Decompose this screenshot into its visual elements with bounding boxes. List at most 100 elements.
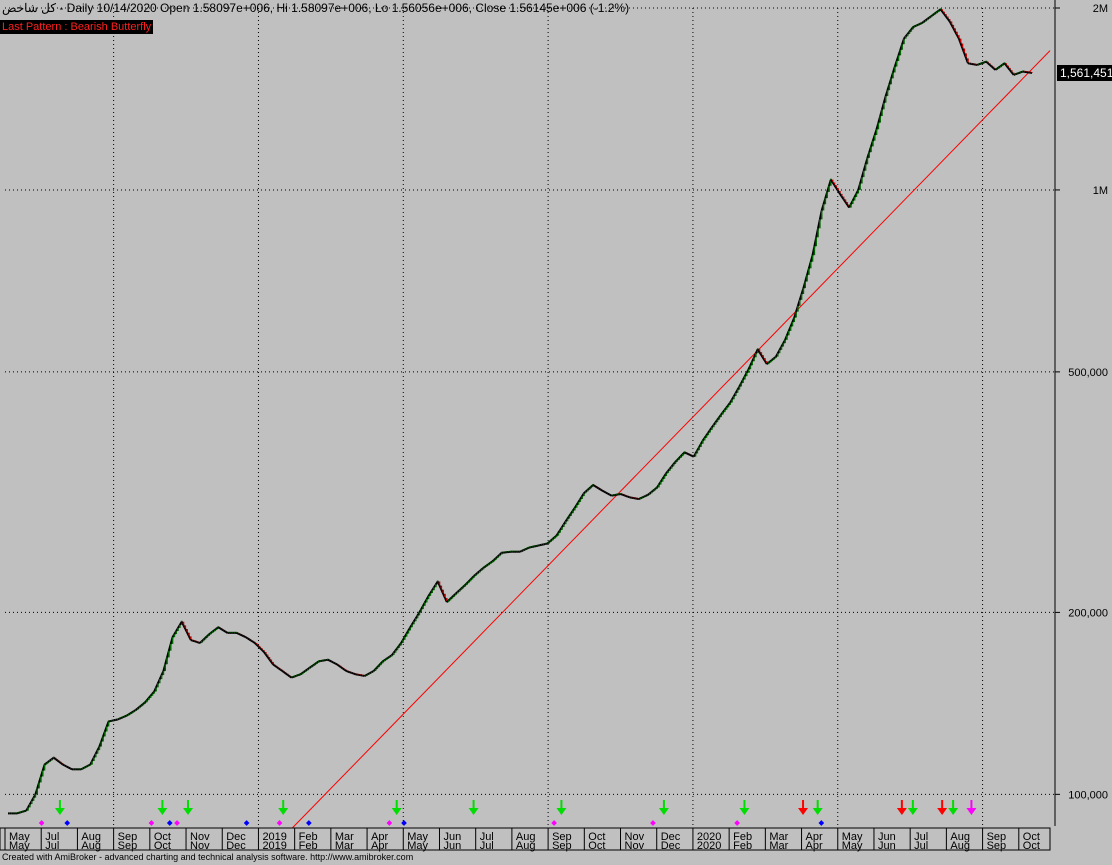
signal-dot	[64, 820, 71, 826]
price-segment	[687, 453, 691, 456]
price-segment	[58, 761, 62, 765]
price-segment	[685, 452, 689, 455]
y-axis: 100,000 200,000 500,000 1M 2M	[1054, 0, 1108, 826]
x-tick-label: Aug	[516, 831, 536, 843]
price-segment	[956, 34, 960, 40]
price-segment	[56, 759, 60, 763]
price-segment	[950, 24, 955, 29]
price-segment	[329, 659, 333, 663]
x-tick-label: Nov	[190, 831, 210, 843]
price-segment	[64, 764, 67, 768]
price-segment	[342, 667, 346, 671]
x-tick-label-repeat: Jul	[480, 840, 494, 852]
price-segment	[839, 193, 843, 198]
x-tick-label: Mar	[769, 831, 788, 843]
price-segment	[331, 660, 334, 664]
price-segment	[243, 635, 247, 639]
x-tick-label: Nov	[625, 831, 645, 843]
price-segment	[252, 640, 256, 644]
signal-arrow-head	[812, 808, 823, 815]
price-segment	[263, 651, 267, 656]
chart-header: كل شاخص - Daily 10/14/2020 Open 1.58097e…	[2, 1, 629, 15]
signal-dot	[401, 820, 407, 826]
price-segment	[347, 670, 351, 674]
x-tick-label-repeat: Mar	[769, 840, 788, 852]
price-segment	[609, 493, 612, 497]
price-segment	[248, 638, 252, 642]
price-segment	[760, 354, 765, 359]
price-segment	[276, 666, 280, 670]
x-axis-band	[0, 827, 1051, 851]
signal-arrow-head	[183, 808, 194, 815]
price-segment	[349, 671, 353, 674]
price-segment	[351, 672, 354, 675]
price-segment	[333, 661, 336, 665]
price-segment	[53, 756, 57, 760]
price-segment	[188, 635, 192, 641]
price-segment	[627, 495, 631, 499]
y-tick-label: 2M	[1093, 3, 1108, 15]
price-segment	[438, 585, 443, 591]
price-segment	[625, 495, 629, 498]
price-segment	[190, 639, 193, 642]
price-segment	[255, 644, 260, 648]
price-segment	[219, 627, 223, 631]
price-segment	[599, 488, 603, 492]
price-segment	[66, 765, 69, 769]
signal-dot	[166, 820, 173, 826]
x-tick-label: 2020	[697, 831, 721, 843]
signal-arrow-head	[278, 808, 289, 815]
price-segment	[221, 628, 225, 632]
price-segment	[237, 632, 241, 636]
x-tick-label-repeat: Sep	[552, 840, 572, 852]
price-segment	[603, 490, 607, 494]
price-segment	[691, 454, 695, 458]
signal-arrows	[38, 800, 977, 826]
price-segment	[607, 492, 611, 496]
price-segment	[442, 593, 446, 599]
price-segment	[250, 639, 254, 643]
x-tick-label-repeat: Aug	[950, 840, 970, 852]
price-segment	[833, 184, 838, 189]
price-segment	[594, 485, 598, 489]
x-tick-label: Sep	[552, 831, 572, 843]
price-segment	[196, 640, 199, 644]
x-tick-label: Dec	[661, 831, 681, 843]
signal-dot	[174, 820, 180, 826]
x-tick-label: Apr	[371, 831, 388, 843]
x-tick-label-repeat: Dec	[661, 840, 681, 852]
x-tick-label: Aug	[81, 831, 101, 843]
price-segment	[987, 62, 991, 66]
price-segment	[327, 658, 331, 662]
grid-lines	[5, 7, 1055, 826]
price-segment	[192, 639, 195, 643]
x-tick-label-repeat: Jul	[45, 840, 59, 852]
price-segment	[842, 198, 847, 203]
signal-dot	[306, 820, 312, 826]
price-segment	[941, 11, 946, 15]
price-segment	[592, 484, 596, 487]
price-segment	[957, 38, 962, 44]
y-tick-label: 100,000	[1068, 789, 1108, 801]
price-segment	[596, 486, 600, 490]
price-segment	[762, 357, 766, 362]
price-segment	[837, 190, 841, 195]
x-tick-label-repeat: Jun	[443, 840, 461, 852]
price-segment	[840, 196, 845, 200]
signal-arrow-head	[157, 808, 168, 815]
price-segment	[247, 637, 250, 641]
price-segment	[756, 348, 761, 353]
price-segment	[270, 661, 274, 666]
signal-arrow-head	[798, 808, 809, 815]
price-segment	[241, 634, 245, 638]
x-tick-label-repeat: 2019	[262, 840, 286, 852]
price-segment	[623, 494, 627, 497]
footer-credit: Created with AmiBroker - advanced charti…	[2, 852, 414, 862]
price-segment	[989, 64, 993, 68]
x-tick-label: Jul	[480, 831, 494, 843]
signal-arrow-head	[54, 808, 65, 815]
price-segment	[184, 628, 189, 634]
price-segment	[1007, 67, 1011, 71]
x-tick-label-repeat: Mar	[335, 840, 354, 852]
signal-dot	[734, 820, 740, 826]
